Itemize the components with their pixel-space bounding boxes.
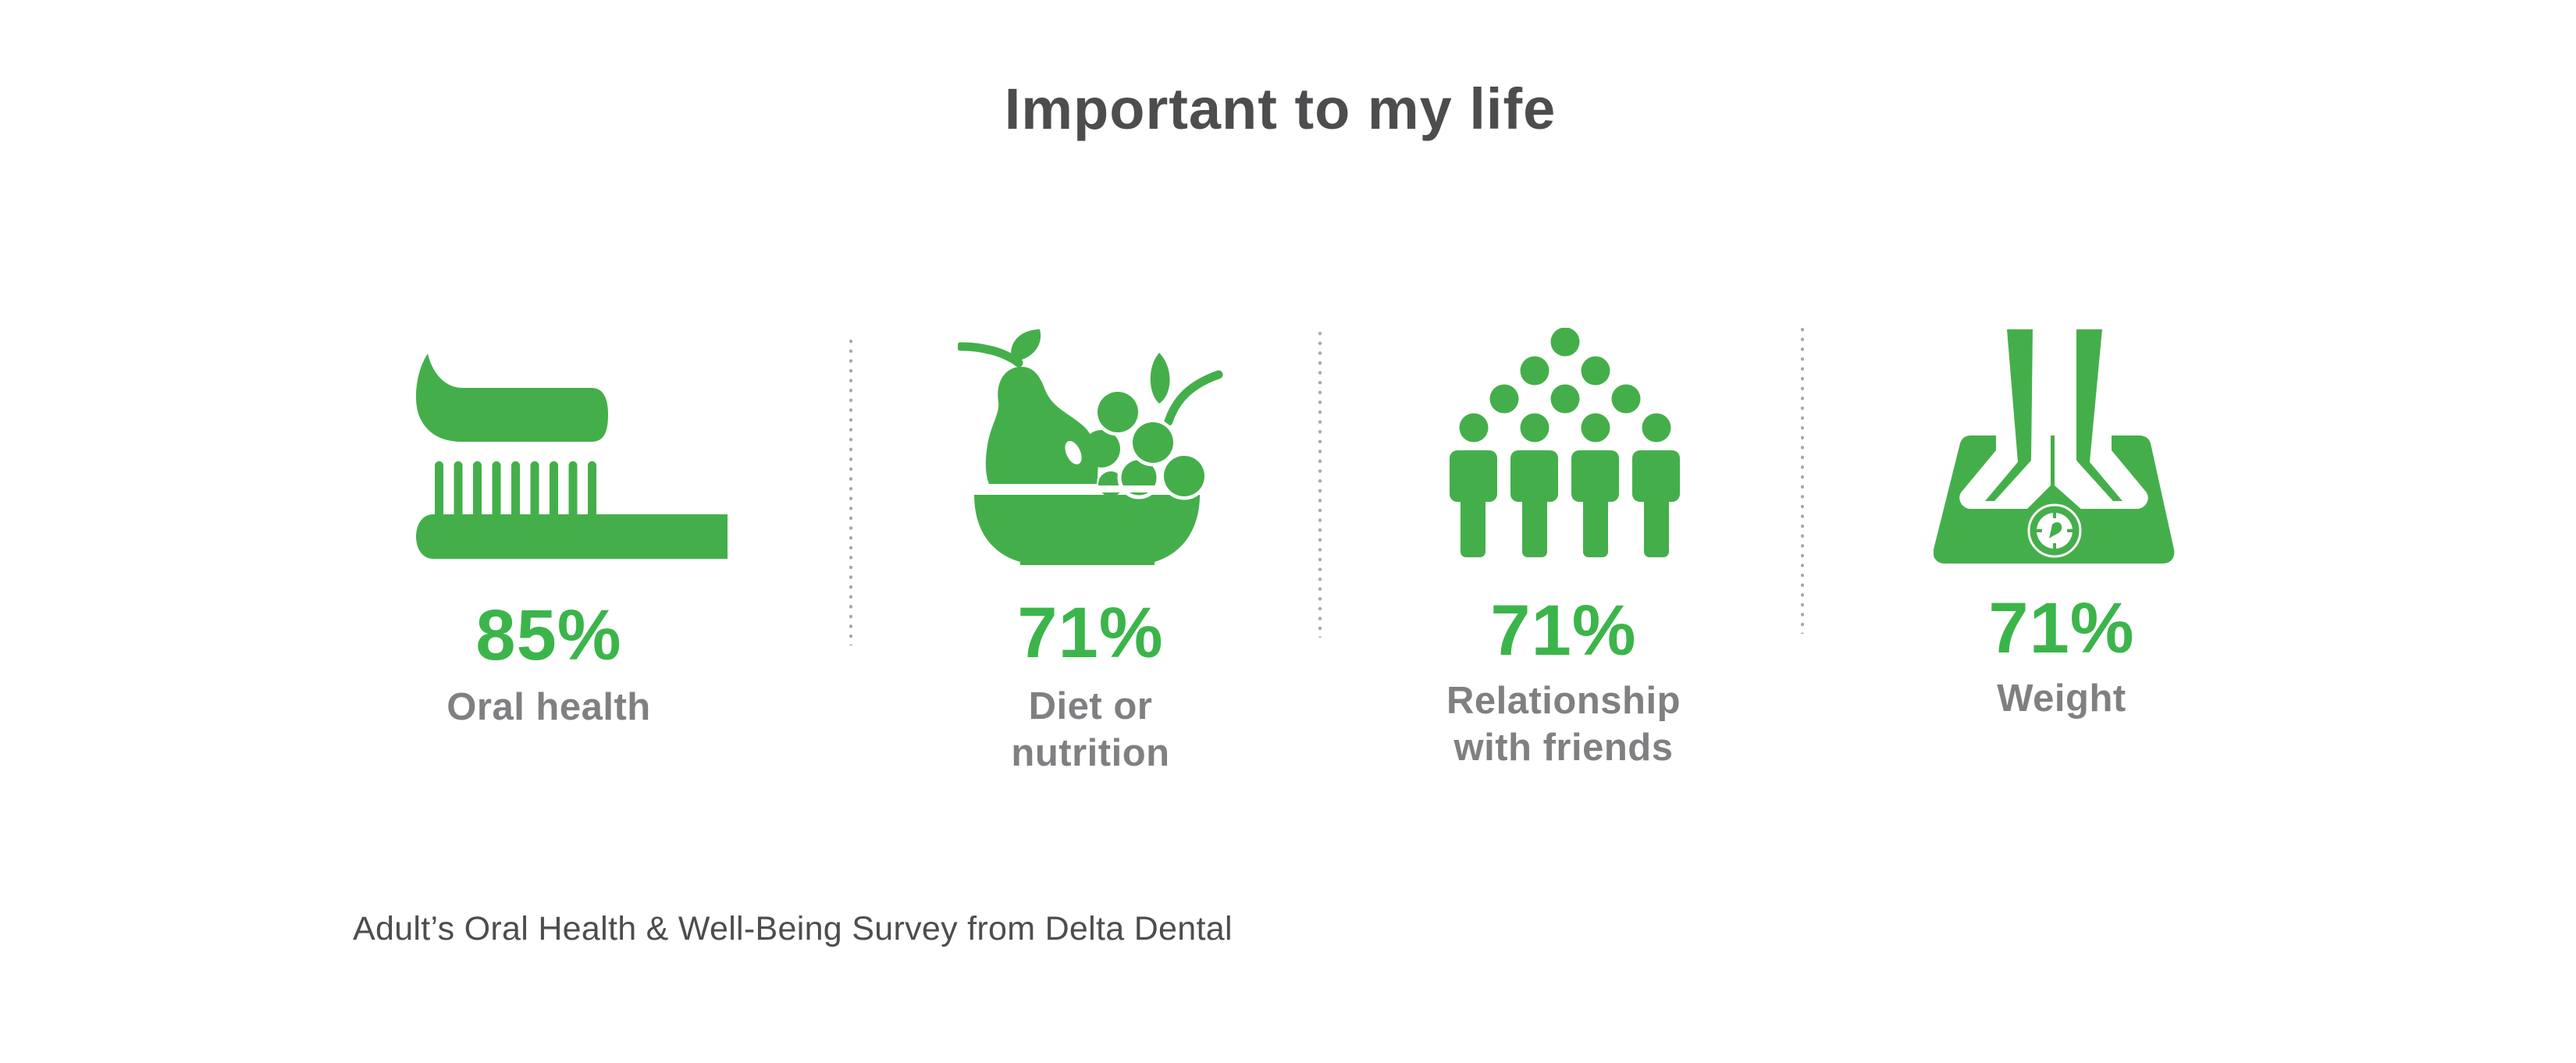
source-caption: Adult’s Oral Health & Well-Being Survey … xyxy=(353,910,1233,947)
divider xyxy=(1318,329,1322,638)
category-label: Oral health xyxy=(447,686,651,728)
category-label: Relationship xyxy=(1446,680,1681,722)
percent-value: 71% xyxy=(1988,588,2135,668)
percent-value: 71% xyxy=(1490,591,1637,670)
toothbrush-icon xyxy=(416,354,728,560)
category-label-line2: nutrition xyxy=(1011,732,1170,774)
category-label: Diet or xyxy=(1028,685,1153,727)
stat-weight: 71% Weight xyxy=(1859,589,2265,722)
stat-relationship-friends: 71% Relationship with friends xyxy=(1361,592,1767,771)
fruit-bowl-icon xyxy=(958,328,1223,565)
stat-diet-nutrition: 71% Diet or nutrition xyxy=(888,594,1293,777)
category-label: Weight xyxy=(1997,677,2126,720)
divider xyxy=(1801,325,1804,634)
stat-oral-health: 85% Oral health xyxy=(346,596,752,731)
people-group-icon xyxy=(1450,328,1681,558)
percent-value: 71% xyxy=(1017,593,1164,673)
category-label-line2: with friends xyxy=(1453,727,1674,769)
bathroom-scale-icon xyxy=(1934,329,2176,565)
divider xyxy=(849,336,852,645)
page-title: Important to my life xyxy=(1004,76,1557,141)
percent-value: 85% xyxy=(475,595,622,675)
